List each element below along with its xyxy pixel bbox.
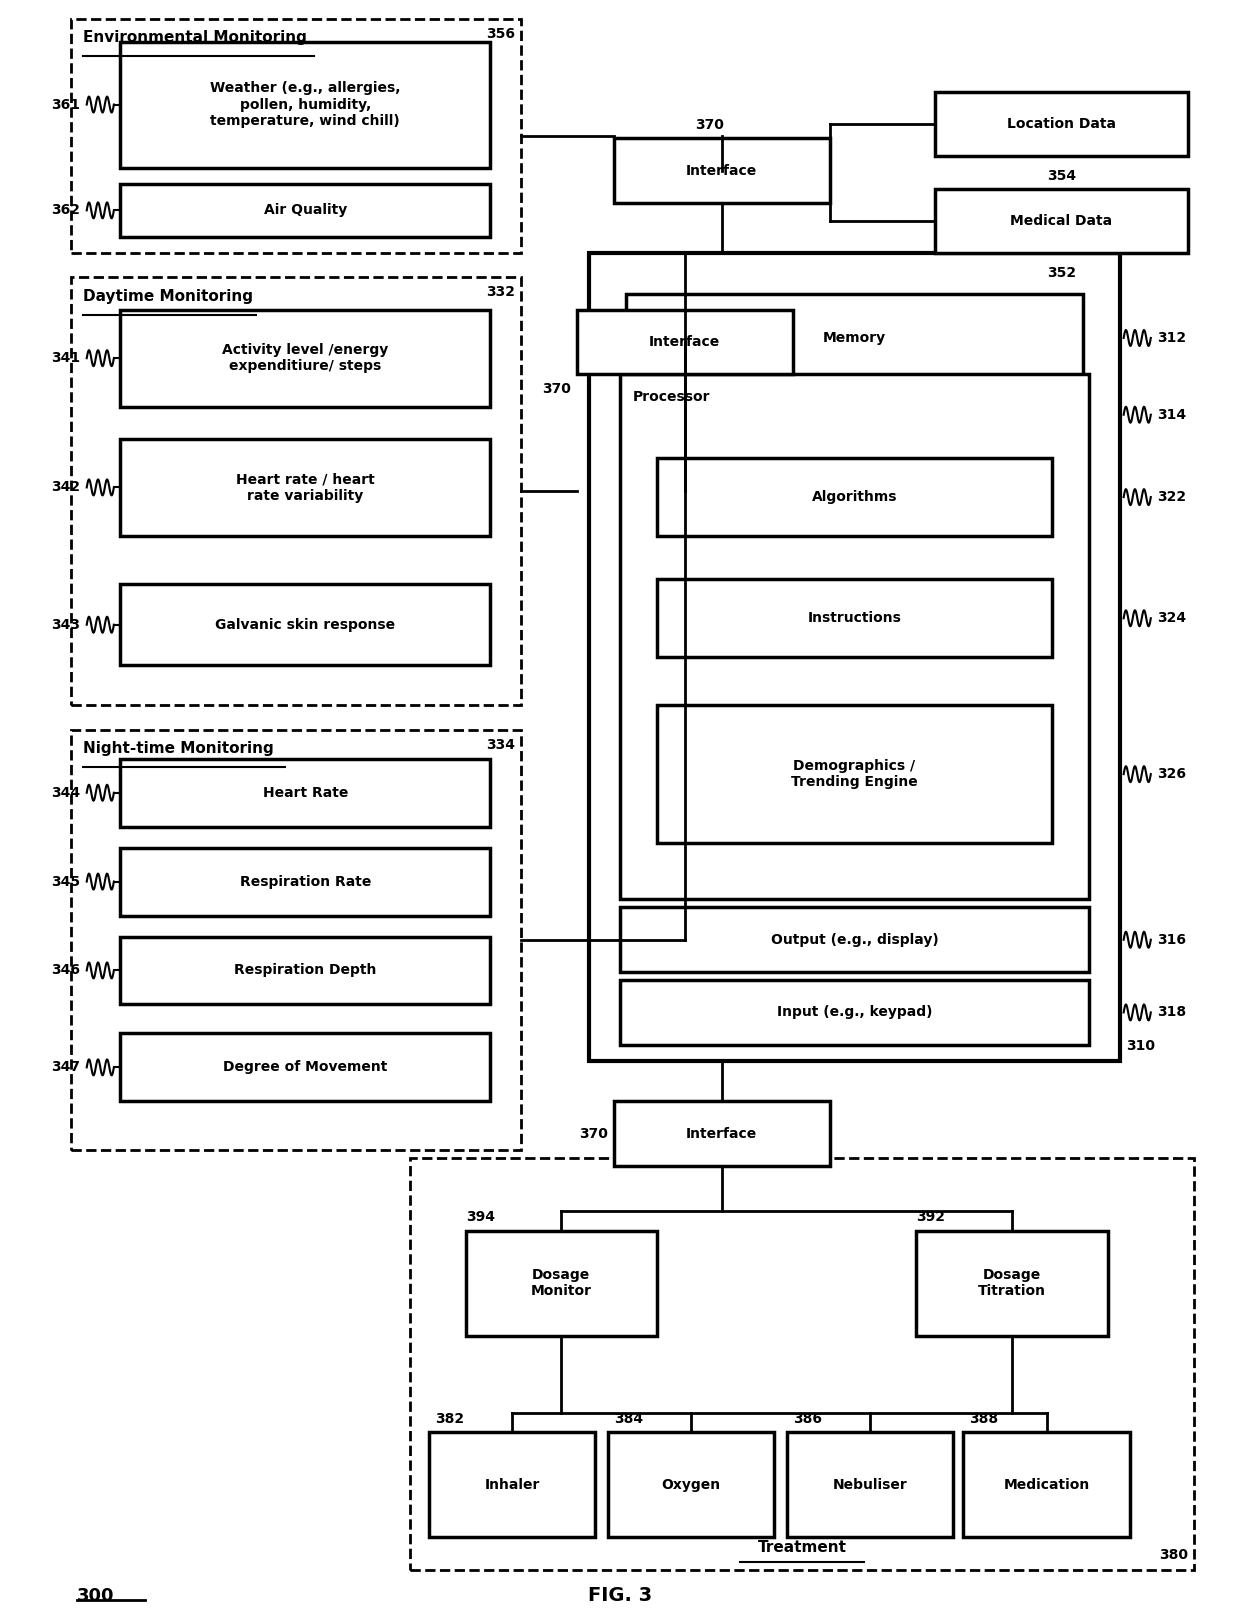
- Text: 332: 332: [486, 285, 515, 300]
- Text: 347: 347: [52, 1060, 81, 1075]
- Text: 392: 392: [916, 1209, 945, 1224]
- Text: Interface: Interface: [686, 1127, 758, 1141]
- FancyBboxPatch shape: [120, 183, 490, 237]
- FancyBboxPatch shape: [916, 1230, 1107, 1336]
- Text: 312: 312: [1157, 331, 1187, 345]
- Text: Output (e.g., display): Output (e.g., display): [771, 932, 939, 947]
- FancyBboxPatch shape: [429, 1433, 595, 1537]
- Text: Heart rate / heart
rate variability: Heart rate / heart rate variability: [236, 472, 374, 503]
- FancyBboxPatch shape: [71, 729, 521, 1149]
- Text: Environmental Monitoring: Environmental Monitoring: [83, 31, 306, 45]
- Text: Demographics /
Trending Engine: Demographics / Trending Engine: [791, 759, 918, 789]
- Text: 310: 310: [1126, 1039, 1156, 1052]
- Text: Nebuliser: Nebuliser: [832, 1478, 908, 1491]
- Text: FIG. 3: FIG. 3: [588, 1587, 652, 1605]
- Text: Interface: Interface: [686, 164, 758, 178]
- FancyBboxPatch shape: [935, 188, 1188, 253]
- Text: Daytime Monitoring: Daytime Monitoring: [83, 289, 253, 303]
- FancyBboxPatch shape: [410, 1157, 1194, 1569]
- Text: 343: 343: [52, 618, 81, 632]
- FancyBboxPatch shape: [120, 937, 490, 1005]
- Text: 386: 386: [792, 1412, 822, 1426]
- Text: 346: 346: [52, 963, 81, 977]
- FancyBboxPatch shape: [120, 848, 490, 916]
- Text: Dosage
Titration: Dosage Titration: [978, 1268, 1045, 1298]
- FancyBboxPatch shape: [120, 310, 490, 407]
- Text: Treatment: Treatment: [758, 1540, 847, 1555]
- Text: Activity level /energy
expenditiure/ steps: Activity level /energy expenditiure/ ste…: [222, 344, 388, 373]
- Text: 362: 362: [52, 203, 81, 217]
- Text: Heart Rate: Heart Rate: [263, 786, 348, 799]
- Text: Location Data: Location Data: [1007, 117, 1116, 131]
- Text: 380: 380: [1159, 1548, 1188, 1561]
- FancyBboxPatch shape: [120, 42, 490, 167]
- FancyBboxPatch shape: [120, 584, 490, 665]
- FancyBboxPatch shape: [120, 759, 490, 827]
- Text: Instructions: Instructions: [807, 611, 901, 626]
- FancyBboxPatch shape: [577, 310, 792, 374]
- FancyBboxPatch shape: [657, 579, 1052, 657]
- Text: 324: 324: [1157, 611, 1187, 626]
- Text: 382: 382: [435, 1412, 464, 1426]
- Text: Dosage
Monitor: Dosage Monitor: [531, 1268, 591, 1298]
- Text: 342: 342: [51, 480, 81, 494]
- Text: Medication: Medication: [1003, 1478, 1090, 1491]
- Text: Night-time Monitoring: Night-time Monitoring: [83, 741, 274, 755]
- Text: 318: 318: [1157, 1005, 1187, 1020]
- FancyBboxPatch shape: [935, 92, 1188, 156]
- Text: 370: 370: [579, 1127, 608, 1141]
- FancyBboxPatch shape: [963, 1433, 1130, 1537]
- Text: Processor: Processor: [632, 391, 709, 405]
- FancyBboxPatch shape: [608, 1433, 774, 1537]
- FancyBboxPatch shape: [657, 705, 1052, 843]
- FancyBboxPatch shape: [620, 374, 1089, 900]
- Text: 356: 356: [486, 28, 515, 41]
- Text: Memory: Memory: [823, 331, 887, 345]
- FancyBboxPatch shape: [120, 1034, 490, 1101]
- FancyBboxPatch shape: [466, 1230, 657, 1336]
- Text: 370: 370: [696, 118, 724, 131]
- FancyBboxPatch shape: [614, 138, 830, 203]
- Text: 361: 361: [52, 97, 81, 112]
- Text: 384: 384: [614, 1412, 644, 1426]
- Text: Interface: Interface: [650, 336, 720, 349]
- FancyBboxPatch shape: [71, 19, 521, 253]
- Text: Oxygen: Oxygen: [661, 1478, 720, 1491]
- FancyBboxPatch shape: [71, 277, 521, 705]
- Text: Galvanic skin response: Galvanic skin response: [216, 618, 396, 632]
- Text: 352: 352: [1047, 266, 1076, 280]
- FancyBboxPatch shape: [620, 981, 1089, 1046]
- Text: Degree of Movement: Degree of Movement: [223, 1060, 387, 1075]
- FancyBboxPatch shape: [120, 439, 490, 537]
- Text: Inhaler: Inhaler: [485, 1478, 539, 1491]
- Text: 394: 394: [466, 1209, 495, 1224]
- Text: Respiration Rate: Respiration Rate: [239, 875, 371, 888]
- Text: 314: 314: [1157, 408, 1187, 421]
- Text: Algorithms: Algorithms: [812, 490, 898, 504]
- FancyBboxPatch shape: [620, 908, 1089, 973]
- Text: Respiration Depth: Respiration Depth: [234, 963, 377, 977]
- Text: 322: 322: [1157, 490, 1187, 504]
- Text: 316: 316: [1157, 932, 1185, 947]
- Text: 345: 345: [51, 875, 81, 888]
- FancyBboxPatch shape: [589, 253, 1120, 1060]
- Text: 370: 370: [542, 383, 570, 397]
- FancyBboxPatch shape: [626, 293, 1083, 383]
- Text: 334: 334: [486, 738, 515, 752]
- Text: 344: 344: [51, 786, 81, 799]
- Text: Air Quality: Air Quality: [264, 203, 347, 217]
- FancyBboxPatch shape: [657, 459, 1052, 537]
- Text: 341: 341: [51, 352, 81, 365]
- Text: 354: 354: [1047, 169, 1076, 183]
- Text: Input (e.g., keypad): Input (e.g., keypad): [776, 1005, 932, 1020]
- Text: Medical Data: Medical Data: [1011, 214, 1112, 229]
- FancyBboxPatch shape: [786, 1433, 954, 1537]
- FancyBboxPatch shape: [614, 1101, 830, 1165]
- Text: 326: 326: [1157, 767, 1185, 781]
- Text: 300: 300: [77, 1587, 114, 1605]
- Text: Weather (e.g., allergies,
pollen, humidity,
temperature, wind chill): Weather (e.g., allergies, pollen, humidi…: [210, 81, 401, 128]
- Text: 388: 388: [970, 1412, 998, 1426]
